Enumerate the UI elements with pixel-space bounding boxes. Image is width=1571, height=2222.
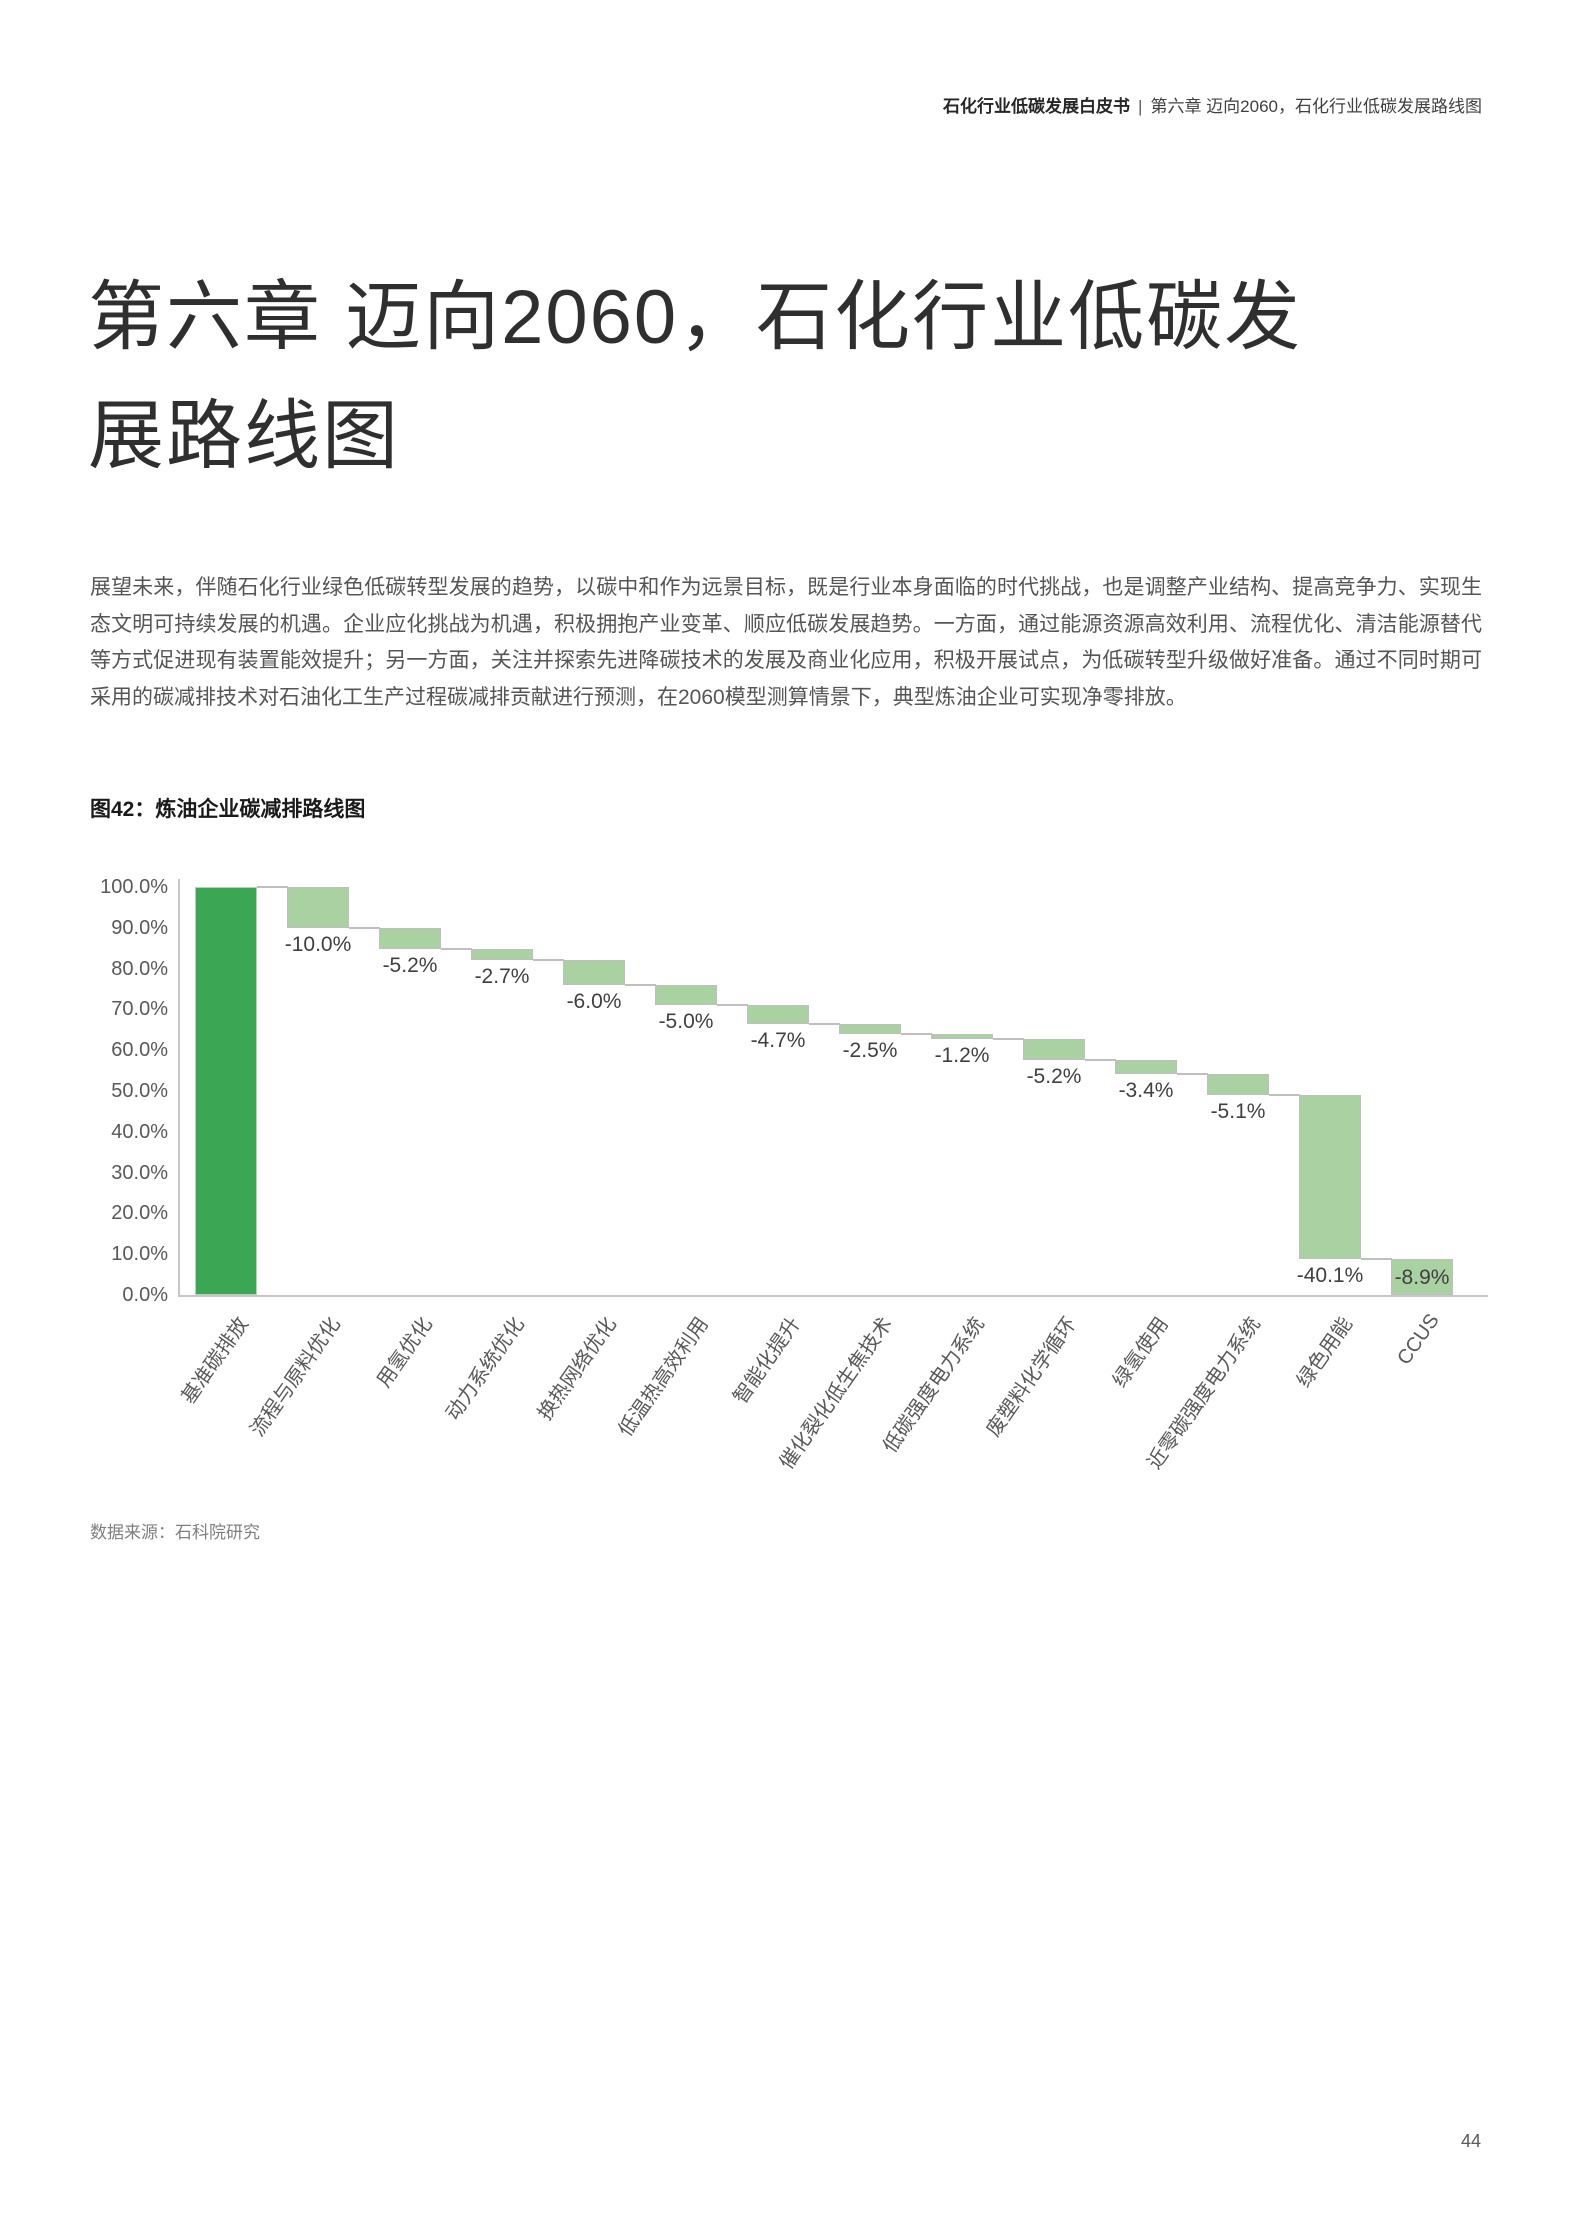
bar-value-label: -1.2%: [934, 1044, 990, 1068]
y-tick-label: 40.0%: [111, 1120, 168, 1143]
connector-line: [1085, 1059, 1116, 1062]
x-axis-label: CCUS: [1393, 1310, 1445, 1370]
bar-value-label: -5.1%: [1210, 1100, 1266, 1124]
waterfall-bar: [1115, 1060, 1177, 1075]
connector-line: [1361, 1257, 1392, 1260]
connector-line: [1177, 1073, 1208, 1076]
connector-line: [441, 948, 472, 951]
x-axis-label: 用氢优化: [373, 1313, 437, 1392]
waterfall-bar: [1207, 1074, 1269, 1096]
y-tick-label: 10.0%: [111, 1243, 168, 1266]
header-chapter-crumb: 第六章 迈向2060，石化行业低碳发展路线图: [1150, 97, 1482, 116]
waterfall-bar: [747, 1004, 809, 1025]
y-tick-label: 20.0%: [111, 1202, 168, 1225]
figure-caption: 图42：炼油企业碳减排路线图: [90, 798, 366, 821]
y-tick-label: 80.0%: [111, 957, 168, 980]
waterfall-bar: [839, 1024, 901, 1035]
page-number: 44: [1460, 2131, 1481, 2151]
x-axis-line: [178, 1295, 1488, 1297]
y-tick-label: 30.0%: [111, 1161, 168, 1184]
waterfall-bar: [287, 887, 349, 928]
y-tick-label: 60.0%: [111, 1039, 168, 1062]
connector-line: [901, 1033, 932, 1036]
waterfall-bar: [195, 887, 257, 1295]
waterfall-bar: [471, 949, 533, 961]
bar-value-label: -5.0%: [658, 1009, 714, 1033]
bar-value-label: -5.2%: [1026, 1065, 1082, 1089]
y-tick-label: 90.0%: [111, 916, 168, 939]
x-axis-label: 流程与原料优化: [246, 1313, 345, 1441]
y-axis-line: [178, 879, 180, 1295]
x-axis-label: 换热网络优化: [534, 1313, 621, 1425]
waterfall-bar: [1023, 1039, 1085, 1061]
bar-value-label: -3.4%: [1118, 1079, 1174, 1103]
connector-line: [349, 926, 380, 929]
x-axis-label: 废塑料化学循环: [982, 1313, 1081, 1441]
bar-value-label: -4.7%: [750, 1029, 806, 1053]
waterfall-bar: [379, 927, 441, 949]
bar-value-label: -8.9%: [1394, 1266, 1450, 1289]
x-axis-label: 智能化提升: [729, 1313, 805, 1408]
source-note: 数据来源：石科院研究: [90, 1523, 260, 1542]
chapter-title: 第六章 迈向2060，石化行业低碳发 展路线图: [88, 258, 1488, 496]
waterfall-bar: [563, 960, 625, 985]
waterfall-bar: [1391, 1258, 1453, 1295]
connector-line: [993, 1038, 1024, 1041]
header-book-title: 石化行业低碳发展白皮书: [943, 97, 1131, 116]
page-header: 石化行业低碳发展白皮书 | 第六章 迈向2060，石化行业低碳发展路线图: [943, 92, 1482, 117]
connector-line: [625, 983, 656, 986]
header-separator: |: [1138, 97, 1143, 116]
connector-line: [1269, 1094, 1300, 1097]
bar-value-label: -2.5%: [842, 1039, 898, 1063]
connector-line: [717, 1003, 748, 1006]
chapter-title-line1: 第六章 迈向2060，石化行业低碳发: [88, 275, 1303, 360]
x-axis-label: 绿色用能: [1293, 1313, 1357, 1392]
body-paragraph: 展望未来，伴随石化行业绿色低碳转型发展的趋势，以碳中和作为远景目标，既是行业本身…: [90, 576, 1482, 709]
y-tick-label: 70.0%: [111, 998, 168, 1021]
bar-value-label: -6.0%: [566, 989, 622, 1013]
waterfall-chart: 100.0% 90.0% 80.0% 70.0% 60.0% 50.0% 40.0% 30.0…: [90, 858, 1510, 1538]
connector-line: [533, 959, 564, 962]
waterfall-bar: [655, 984, 717, 1005]
x-axis-label: 动力系统优化: [442, 1313, 529, 1425]
x-axis-label: 绿氢使用: [1109, 1313, 1173, 1392]
y-tick-label: 50.0%: [111, 1080, 168, 1102]
x-axis-label: 低温热高效利用: [614, 1313, 713, 1441]
chapter-title-line2: 展路线图: [88, 394, 400, 479]
connector-line: [809, 1023, 840, 1026]
waterfall-bar: [1299, 1095, 1361, 1259]
connector-line: [257, 886, 288, 888]
bar-value-label: -40.1%: [1296, 1263, 1364, 1287]
y-tick-label: 0.0%: [122, 1284, 168, 1306]
waterfall-bar: [931, 1034, 993, 1040]
bar-value-label: -2.7%: [474, 965, 530, 989]
x-axis-label: 基准碳排放: [177, 1313, 253, 1408]
y-tick-label: 100.0%: [100, 876, 168, 898]
bar-value-label: -5.2%: [382, 954, 438, 978]
bar-value-label: -10.0%: [284, 932, 352, 956]
